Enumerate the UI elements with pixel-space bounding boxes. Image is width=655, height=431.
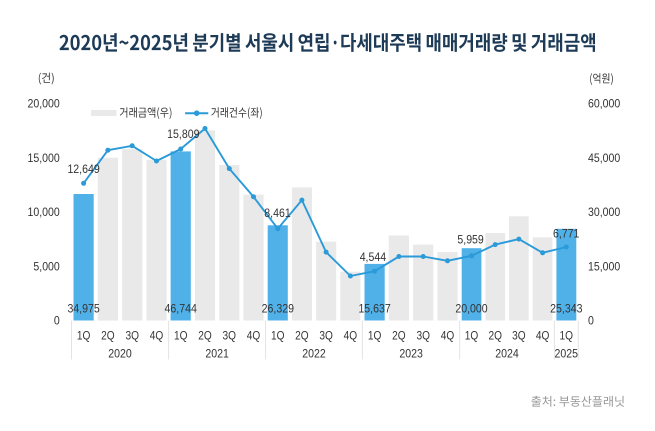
svg-text:15,000: 15,000 <box>28 151 61 165</box>
svg-text:34,975: 34,975 <box>67 301 100 315</box>
svg-text:4Q: 4Q <box>247 329 261 343</box>
svg-text:2022: 2022 <box>302 347 326 361</box>
svg-text:8,461: 8,461 <box>264 206 291 220</box>
svg-text:2025: 2025 <box>555 347 579 361</box>
svg-text:2021: 2021 <box>205 347 229 361</box>
svg-text:2023: 2023 <box>399 347 423 361</box>
svg-text:1Q: 1Q <box>271 329 285 343</box>
svg-text:4Q: 4Q <box>441 329 455 343</box>
svg-text:0: 0 <box>54 314 60 328</box>
svg-text:2020: 2020 <box>108 347 132 361</box>
svg-text:26,329: 26,329 <box>262 301 295 315</box>
svg-text:4Q: 4Q <box>344 329 358 343</box>
svg-text:1Q: 1Q <box>174 329 188 343</box>
svg-text:1Q: 1Q <box>560 329 574 343</box>
svg-text:12,649: 12,649 <box>67 162 100 176</box>
svg-text:6,771: 6,771 <box>553 227 580 241</box>
svg-text:15,000: 15,000 <box>588 259 621 273</box>
svg-text:3Q: 3Q <box>512 329 526 343</box>
svg-text:2Q: 2Q <box>101 329 115 343</box>
svg-text:5,959: 5,959 <box>457 233 484 247</box>
svg-text:2Q: 2Q <box>295 329 309 343</box>
svg-text:4Q: 4Q <box>150 329 164 343</box>
svg-text:4,544: 4,544 <box>360 250 387 264</box>
svg-text:3Q: 3Q <box>416 329 430 343</box>
svg-text:46,744: 46,744 <box>165 301 198 315</box>
svg-text:2024: 2024 <box>495 347 519 361</box>
svg-text:20,000: 20,000 <box>28 97 61 111</box>
svg-text:10,000: 10,000 <box>28 205 61 219</box>
svg-text:15,637: 15,637 <box>358 301 391 315</box>
svg-text:2Q: 2Q <box>198 329 212 343</box>
svg-text:1Q: 1Q <box>465 329 479 343</box>
svg-text:3Q: 3Q <box>125 329 139 343</box>
svg-text:3Q: 3Q <box>319 329 333 343</box>
svg-text:4Q: 4Q <box>536 329 550 343</box>
svg-text:5,000: 5,000 <box>33 259 60 273</box>
svg-text:2Q: 2Q <box>392 329 406 343</box>
svg-text:1Q: 1Q <box>368 329 382 343</box>
svg-text:25,343: 25,343 <box>550 301 583 315</box>
svg-text:1Q: 1Q <box>77 329 91 343</box>
svg-text:60,000: 60,000 <box>588 97 621 111</box>
svg-text:20,000: 20,000 <box>455 301 488 315</box>
svg-text:30,000: 30,000 <box>588 205 621 219</box>
svg-text:3Q: 3Q <box>223 329 237 343</box>
svg-text:0: 0 <box>588 314 594 328</box>
svg-text:2Q: 2Q <box>488 329 502 343</box>
svg-text:45,000: 45,000 <box>588 151 621 165</box>
svg-text:15,809: 15,809 <box>167 127 200 141</box>
